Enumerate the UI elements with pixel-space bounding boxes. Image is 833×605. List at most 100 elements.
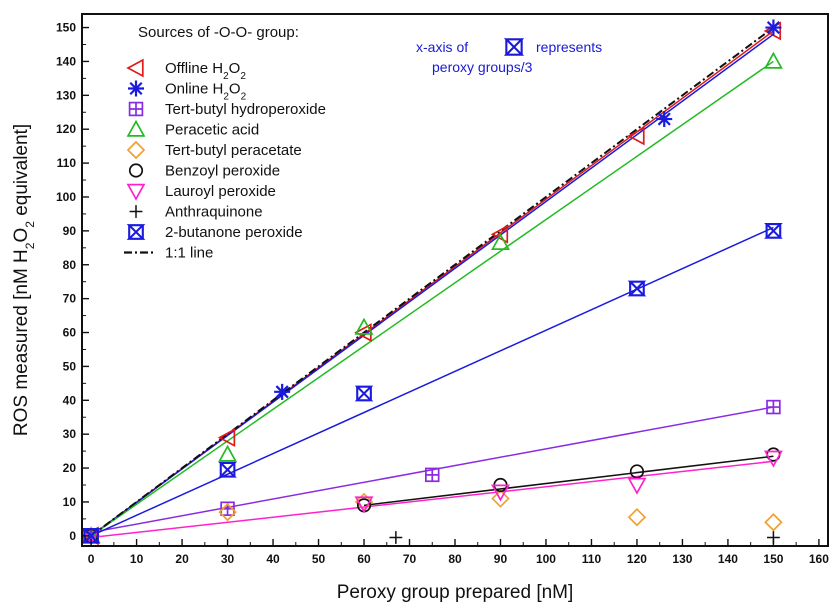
y-tick-label: 100 — [56, 190, 76, 204]
legend-label-ref: 1:1 line — [165, 245, 213, 262]
y-tick-label: 40 — [63, 393, 77, 407]
data-point-s1-p2 — [656, 111, 673, 128]
x-tick-label: 130 — [672, 552, 692, 566]
data-point-s3-p4 — [763, 51, 783, 69]
y-tick-label: 120 — [56, 122, 76, 136]
legend-marker-1 — [128, 80, 144, 97]
y-tick-label: 140 — [56, 54, 76, 68]
legend-label-part: 2 — [240, 71, 246, 82]
y-tick-label: 60 — [63, 326, 77, 340]
x-tick-label: 150 — [763, 552, 783, 566]
fit-line-1 — [90, 33, 774, 537]
data-point-s4-p5 — [764, 513, 783, 532]
x-tick-label: 100 — [536, 552, 556, 566]
data-point-s8-p3 — [627, 280, 647, 297]
legend-marker-0 — [126, 58, 144, 78]
legend-label-part: 2 — [223, 71, 229, 82]
legend-label-part: 2 — [241, 91, 247, 102]
legend-label-5: Benzoyl peroxide — [165, 163, 280, 180]
legend-marker-7 — [129, 205, 143, 218]
data-point-s0-p4 — [627, 126, 645, 146]
legend-label-0: Offline H2O2 — [165, 60, 246, 82]
x-tick-label: 140 — [718, 552, 738, 566]
legend-label-1: Online H2O2 — [165, 81, 247, 103]
legend-label-part: Online H — [165, 81, 223, 98]
x-tick-label: 70 — [403, 552, 417, 566]
legend-label-part: O — [229, 60, 241, 77]
legend: Sources of -O-O- group: Offline H2O2Onli… — [124, 24, 326, 262]
x-tick-label: 80 — [448, 552, 462, 566]
y-axis-label: ROS measured [nM H2O2 equivalent] — [11, 124, 37, 436]
annotation-line1-end: represents — [536, 39, 602, 55]
x-tick-label: 60 — [357, 552, 371, 566]
y-tick-label: 80 — [63, 258, 77, 272]
data-point-s8-p2 — [354, 385, 374, 402]
data-point-s5-p3 — [629, 464, 645, 479]
y-tick-label: 70 — [63, 292, 77, 306]
y-tick-label: 50 — [63, 359, 77, 373]
legend-marker-3 — [126, 119, 146, 137]
fit-line-5 — [363, 455, 774, 507]
data-point-s0-p1 — [217, 428, 236, 447]
x-tick-label: 0 — [88, 552, 95, 566]
y-axis-ticks: 0 10 20 30 40 50 60 70 80 90 100 110 120 130 140 150 — [56, 21, 89, 543]
legend-marker-8 — [126, 224, 146, 240]
data-point-s6-p4 — [763, 450, 783, 468]
fit-line-8 — [90, 226, 774, 537]
legend-label-4: Tert-butyl peracetate — [165, 142, 302, 159]
legend-title: Sources of -O-O- group: — [138, 24, 299, 41]
x-tick-label: 110 — [582, 552, 602, 566]
x-tick-label: 20 — [175, 552, 189, 566]
data-point-s4-p4 — [627, 507, 647, 527]
data-point-s3-p1 — [218, 444, 238, 462]
legend-label-8: 2-butanone peroxide — [165, 224, 303, 241]
data-point-s6-p1 — [354, 496, 374, 514]
y-tick-label: 110 — [57, 156, 77, 170]
fit-line-3 — [90, 60, 774, 537]
data-point-s1-p3 — [765, 19, 782, 36]
data-point-s6-p3 — [627, 477, 647, 495]
y-tick-label: 150 — [56, 21, 76, 35]
legend-label-part: Offline H — [165, 60, 223, 77]
x-tick-label: 40 — [266, 552, 280, 566]
x-tick-label: 50 — [312, 552, 326, 566]
label-part: 2 — [23, 221, 37, 228]
x-axis-label: Peroxy group prepared [nM] — [337, 582, 574, 603]
x-tick-label: 30 — [221, 552, 235, 566]
legend-label-7: Anthraquinone — [165, 204, 263, 221]
x-tick-label: 10 — [130, 552, 144, 566]
y-tick-label: 30 — [63, 427, 77, 441]
y-tick-label: 20 — [63, 461, 77, 475]
x-tick-label: 120 — [627, 552, 647, 566]
one-to-one-line — [90, 26, 775, 537]
data-point-s7-p0 — [389, 531, 403, 544]
data-point-s2-p2 — [425, 467, 440, 483]
legend-label-part: O — [229, 81, 241, 98]
data-point-s8-p1 — [218, 461, 237, 478]
label-part: equivalent] — [11, 124, 32, 221]
data-point-s1-p1 — [274, 383, 291, 400]
annotation-line1-start: x-axis of — [416, 39, 468, 55]
data-point-s8-p4 — [764, 223, 783, 239]
data-point-s4-p1 — [218, 502, 237, 522]
legend-label-part: 2 — [223, 91, 229, 102]
y-tick-label: 90 — [63, 224, 77, 238]
x-axis-ticks: 0 10 20 30 40 50 60 70 80 90 100 110 120 130 140 150 160 — [88, 539, 829, 566]
fit-line-6 — [91, 460, 774, 539]
legend-marker-4 — [126, 140, 146, 160]
annotation-line2: peroxy groups/3 — [432, 59, 533, 75]
data-point-s4-p3 — [491, 489, 510, 508]
legend-label-6: Lauroyl peroxide — [165, 183, 276, 200]
annotation-hourglass-icon — [503, 38, 525, 56]
legend-label-2: Tert-butyl hydroperoxide — [165, 101, 326, 118]
data-point-s0-p3 — [490, 224, 509, 244]
y-tick-label: 0 — [69, 529, 76, 543]
x-tick-label: 90 — [494, 552, 508, 566]
y-tick-label: 130 — [56, 88, 76, 102]
legend-label-3: Peracetic acid — [165, 122, 259, 139]
data-point-s3-p2 — [354, 317, 374, 335]
legend-marker-2 — [128, 101, 144, 117]
x-tick-label: 160 — [809, 552, 829, 566]
